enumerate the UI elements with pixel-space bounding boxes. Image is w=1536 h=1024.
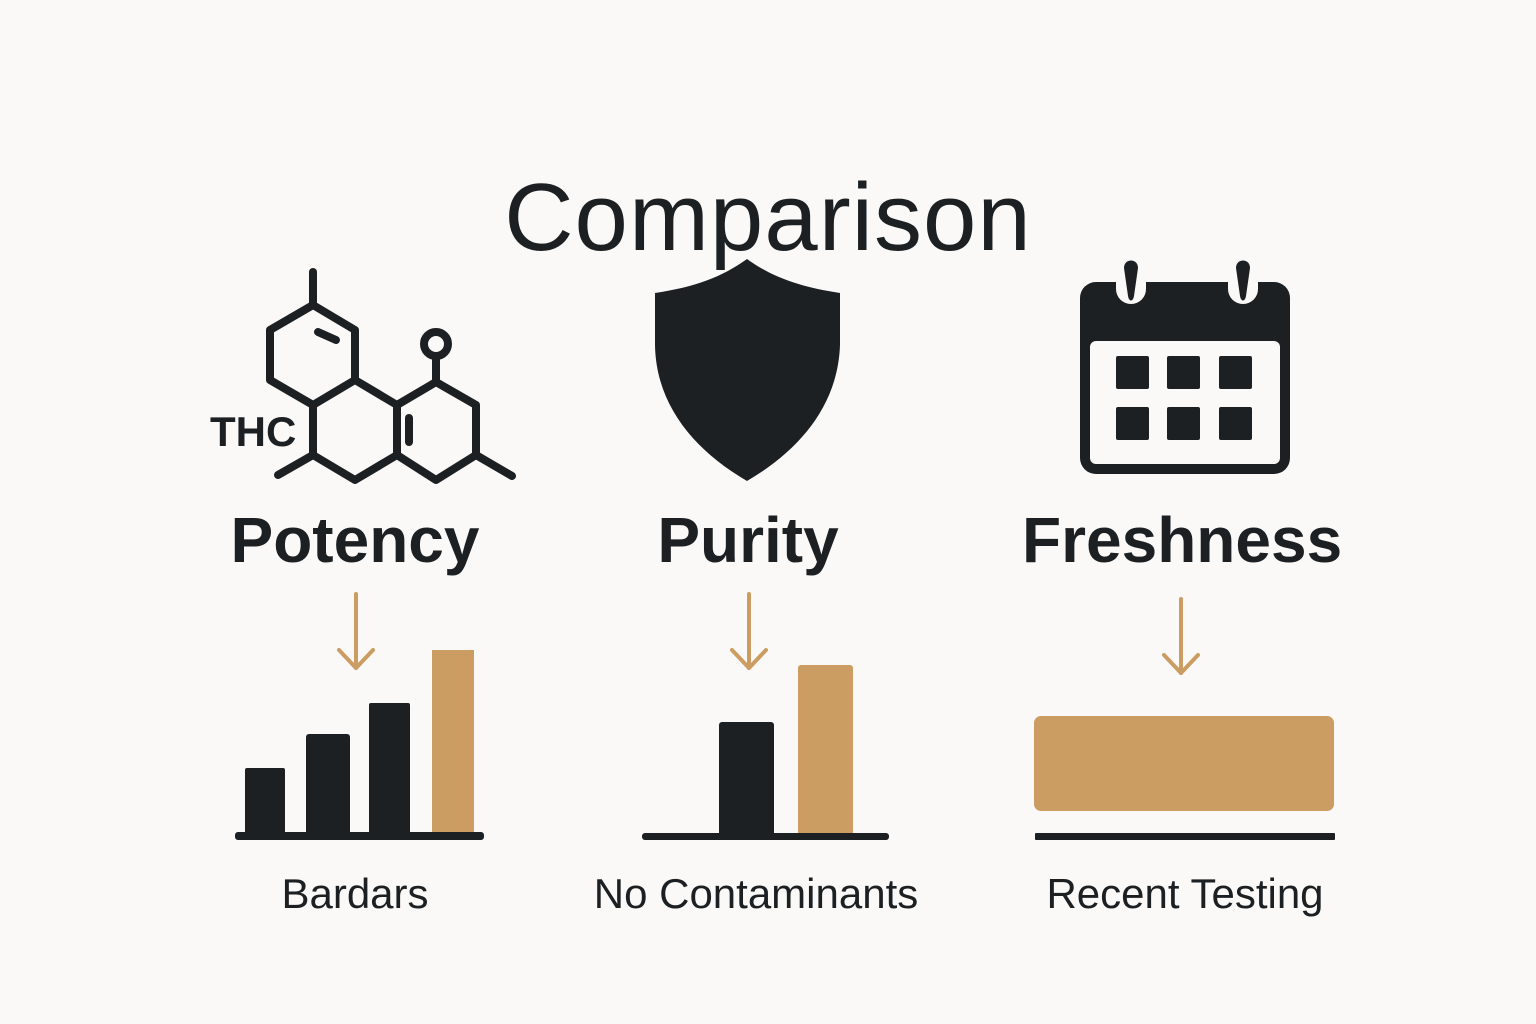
baseline: [235, 832, 484, 840]
caption-purity: No Contaminants: [593, 870, 919, 917]
bar-1: [245, 768, 285, 836]
arrow-down-icon: [730, 592, 768, 670]
thc-molecule-icon: THC: [210, 268, 516, 484]
caption-potency: Bardars: [281, 870, 429, 917]
page-title: Comparison: [504, 164, 1032, 272]
caption-freshness: Recent Testing: [1046, 870, 1324, 917]
bar-2-highlight: [798, 665, 853, 836]
bar-4-highlight: [432, 650, 474, 836]
freshness-bar-chart: [1034, 716, 1335, 840]
bar-2: [306, 734, 350, 836]
bar-3: [369, 703, 410, 836]
thc-label: THC: [210, 408, 296, 455]
arrow-down-icon: [1162, 597, 1200, 675]
arrow-down-icon: [337, 592, 375, 670]
bar-1: [719, 722, 774, 836]
baseline: [1035, 833, 1335, 840]
potency-bar-chart: [235, 650, 484, 840]
heading-potency: Potency: [230, 504, 480, 576]
calendar-icon: [1080, 260, 1290, 474]
baseline: [642, 833, 889, 840]
heading-purity: Purity: [657, 504, 839, 576]
bar-highlight: [1034, 716, 1334, 811]
shield-icon: [655, 259, 840, 481]
heading-freshness: Freshness: [1022, 504, 1343, 576]
purity-bar-chart: [642, 665, 889, 840]
